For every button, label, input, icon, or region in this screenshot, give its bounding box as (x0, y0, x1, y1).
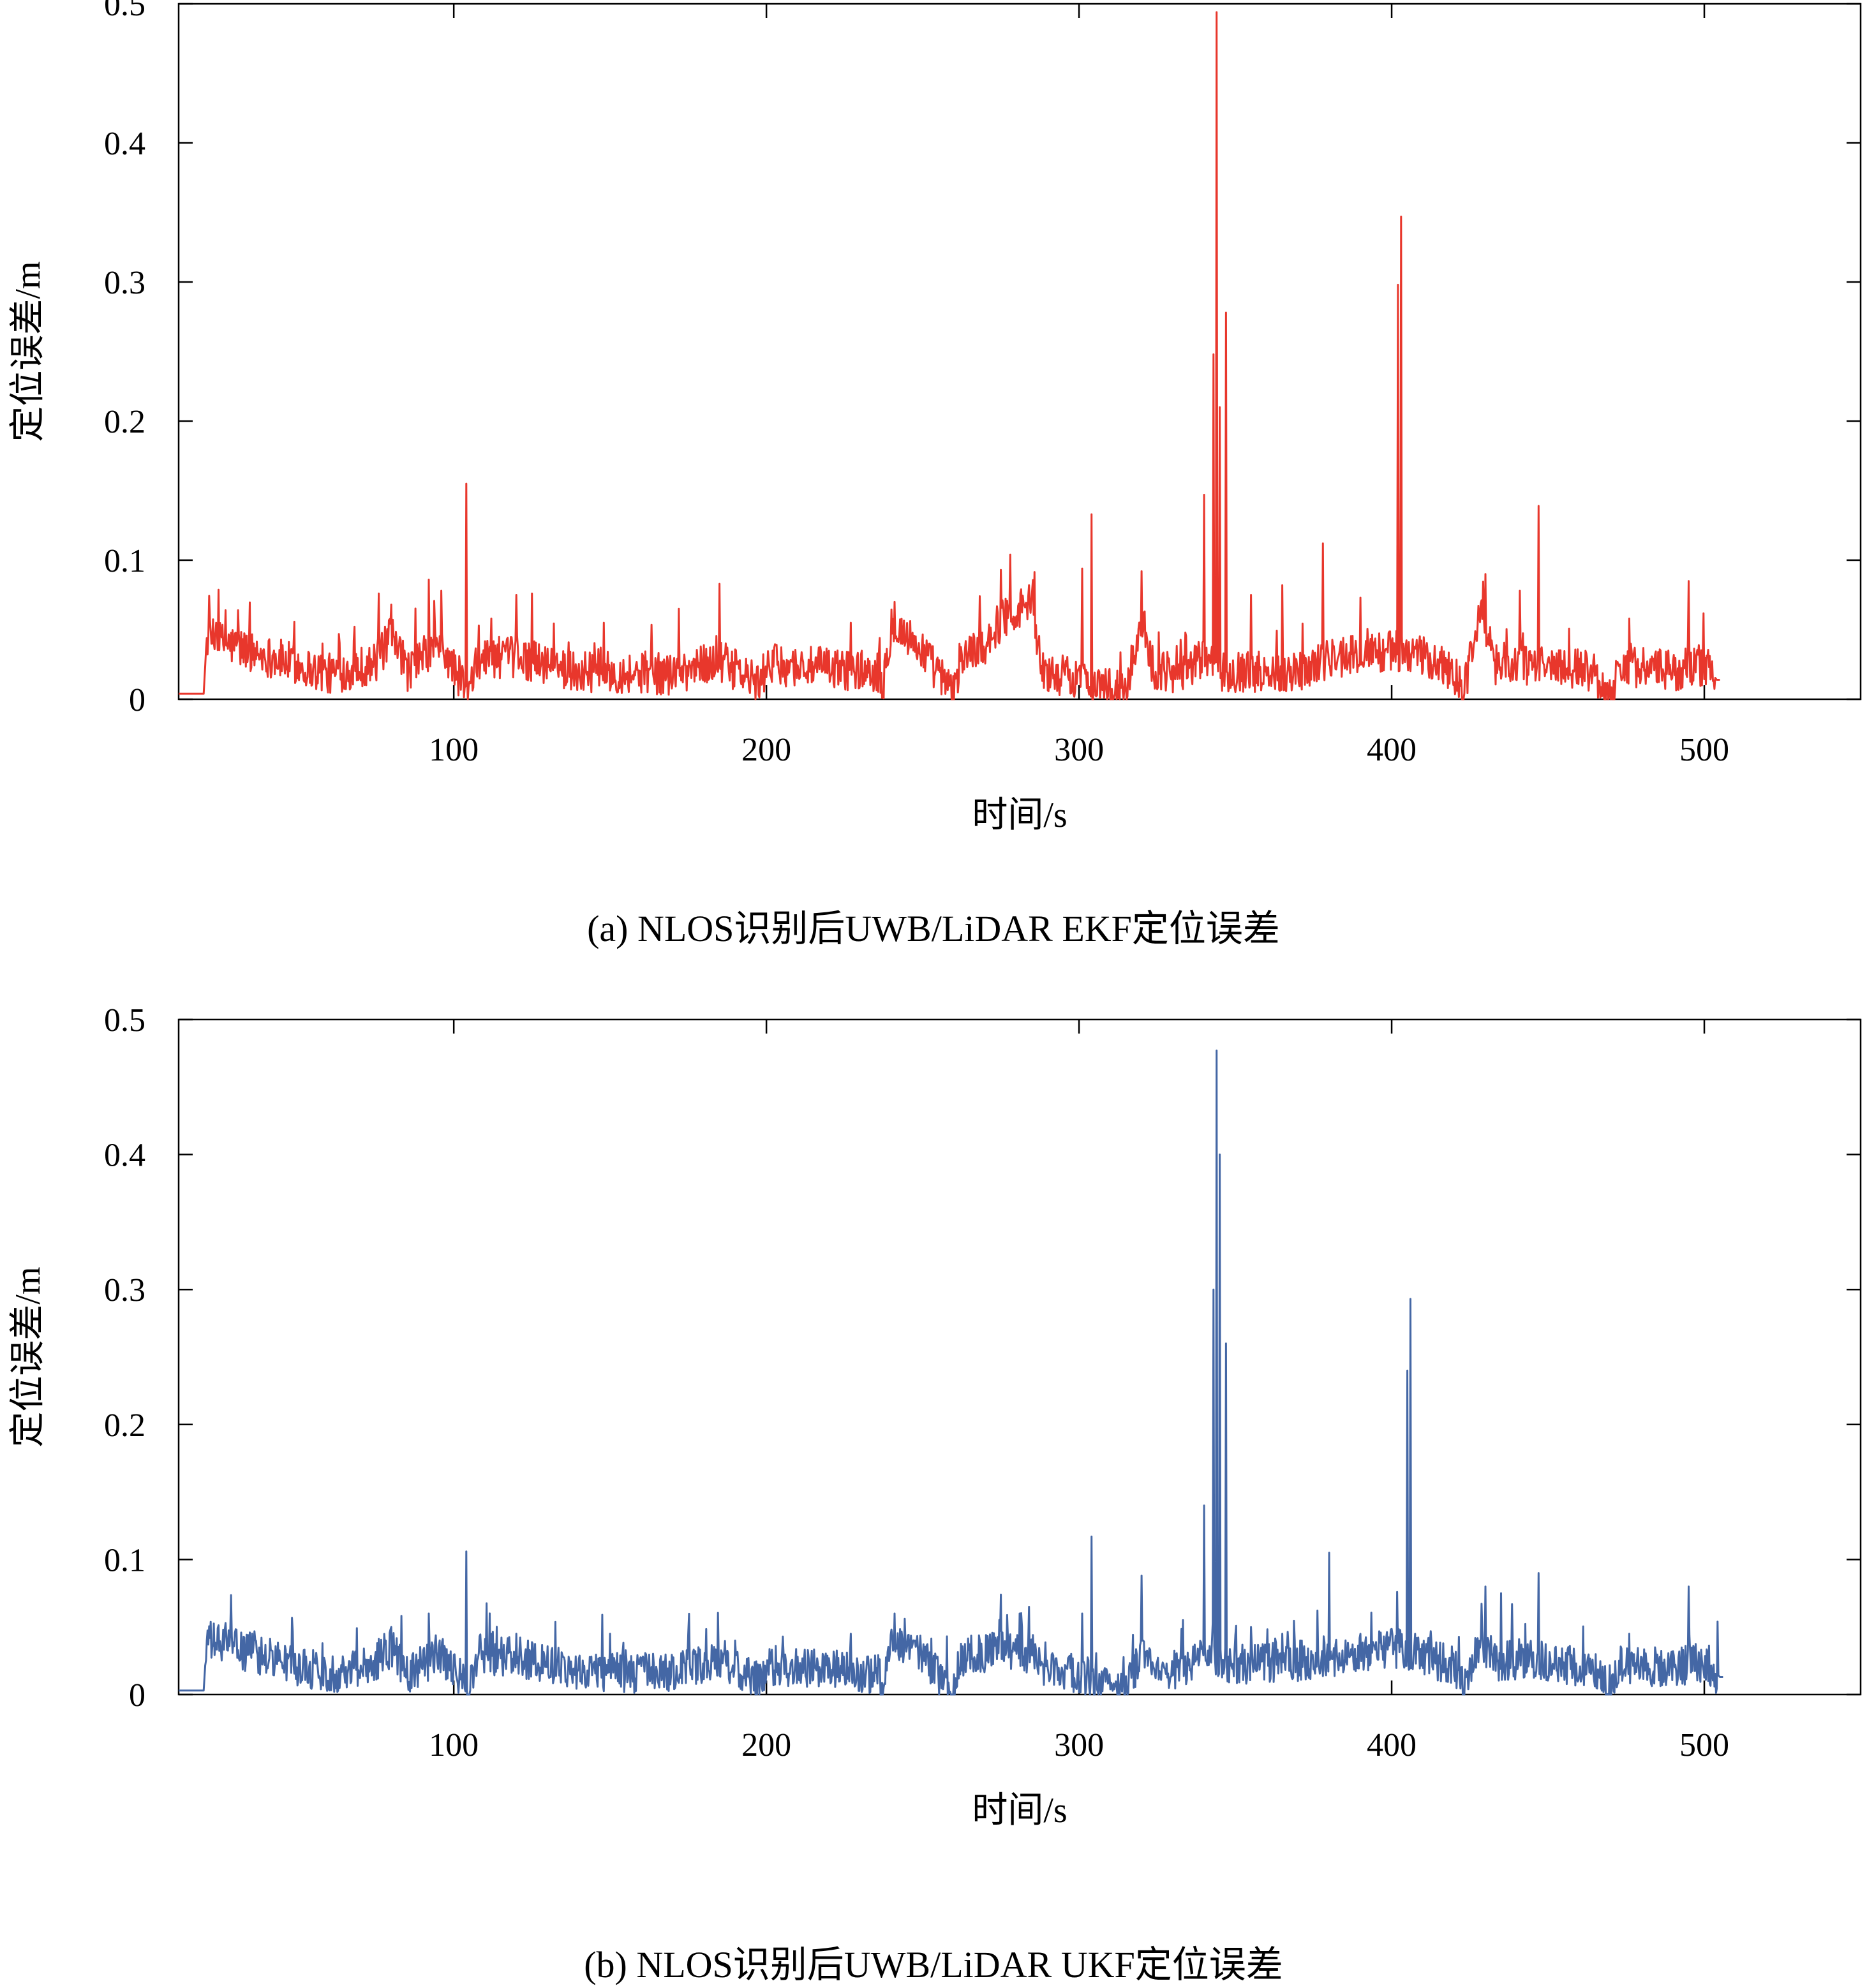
chart-panel-b: 0 0.1 0.2 0.3 0.4 0.5 100 200 300 400 500 时间/s 定位误差/… (0, 971, 1867, 1985)
chart-b-series-line (178, 1050, 1723, 1696)
chart-b-ytick-label: 0.3 (104, 1272, 145, 1309)
chart-b-xtick-label: 500 (1679, 1727, 1729, 1763)
chart-b-ylabel: 定位误差/m (8, 1266, 48, 1447)
chart-b-xtick-label: 300 (1054, 1727, 1104, 1763)
chart-a-frame (177, 3, 1862, 701)
chart-a-xlabel: 时间/s (972, 796, 1067, 835)
chart-b-ytick-label: 0.1 (104, 1542, 145, 1578)
chart-a-ytick-label: 0.4 (104, 126, 145, 162)
chart-a-ytick-label: 0.2 (104, 404, 145, 440)
chart-a-plot: 0 0.1 0.2 0.3 0.4 0.5 100 200 300 400 500 时间/s 定位误差/… (8, 0, 1862, 835)
chart-a-caption: (a) NLOS识别后UWB/LiDAR EKF定位误差 (587, 908, 1280, 949)
chart-b-xtick-label: 400 (1367, 1727, 1417, 1763)
chart-a-xtick-label: 400 (1367, 732, 1417, 768)
chart-a-xtick-label: 100 (429, 732, 479, 768)
chart-panel-a: 0 0.1 0.2 0.3 0.4 0.5 100 200 300 400 500 时间/s 定位误差/… (0, 0, 1867, 971)
chart-a-ytick-label: 0.5 (104, 0, 145, 23)
chart-b-xlabel: 时间/s (972, 1791, 1067, 1830)
chart-b-frame (177, 1018, 1862, 1696)
chart-a-xtick-label: 300 (1054, 732, 1104, 768)
chart-b-ytick-label: 0.5 (104, 1002, 145, 1039)
chart-b-ytick-label: 0.4 (104, 1138, 145, 1174)
chart-a-series-line (178, 11, 1720, 701)
chart-b-plot: 0 0.1 0.2 0.3 0.4 0.5 100 200 300 400 500 时间/s 定位误差/… (8, 1002, 1862, 1830)
chart-b-ytick-label: 0.2 (104, 1407, 145, 1444)
chart-a-ytick-label: 0.3 (104, 265, 145, 301)
chart-b-xtick-label: 200 (741, 1727, 791, 1763)
chart-b-xtick-label: 100 (429, 1727, 479, 1763)
chart-a-xtick-label: 500 (1679, 732, 1729, 768)
chart-a-ytick-label: 0 (129, 682, 145, 718)
chart-a-xtick-label: 200 (741, 732, 791, 768)
chart-a-ytick-label: 0.1 (104, 543, 145, 579)
chart-b-ytick-label: 0 (129, 1677, 145, 1714)
chart-a-ylabel: 定位误差/m (8, 261, 48, 441)
